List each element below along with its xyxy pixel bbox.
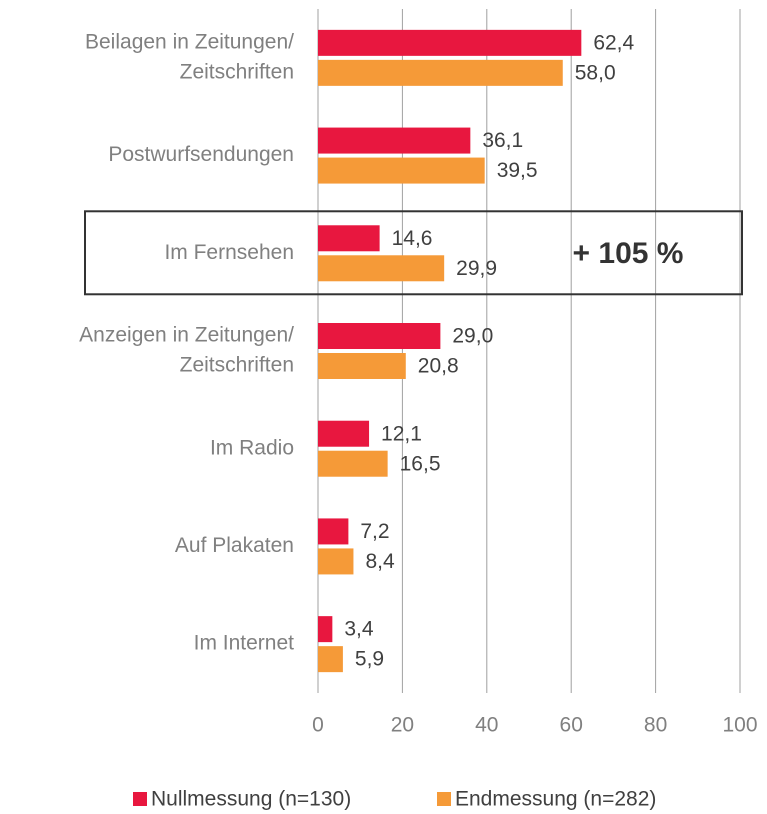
x-tick-label: 40 (475, 714, 498, 737)
legend-label: Nullmessung (n=130) (151, 788, 351, 811)
value-label: 16,5 (400, 452, 441, 475)
bar (318, 127, 471, 154)
legend-swatch (133, 792, 147, 806)
x-tick-label: 100 (722, 714, 757, 737)
legend-label: Endmessung (n=282) (455, 788, 656, 811)
value-label: 36,1 (482, 129, 523, 152)
value-label: 29,0 (452, 325, 493, 348)
value-label: 12,1 (381, 422, 422, 445)
bar (318, 548, 354, 575)
legend-swatch (437, 792, 451, 806)
bar (318, 255, 445, 282)
bar (318, 646, 343, 673)
bar (318, 59, 563, 86)
bar (318, 420, 370, 447)
value-label: 58,0 (575, 61, 616, 84)
y-tick-label: Auf Plakaten (175, 534, 294, 557)
value-label: 20,8 (418, 355, 459, 378)
value-label: 39,5 (497, 159, 538, 182)
value-label: 29,9 (456, 257, 497, 280)
annotation: + 105 % (573, 237, 684, 270)
y-tick-label: Im Radio (210, 436, 294, 459)
y-tick-label: Im Internet (194, 632, 295, 655)
bar (318, 450, 388, 477)
x-tick-label: 80 (644, 714, 667, 737)
value-label: 7,2 (360, 520, 389, 543)
value-label: 14,6 (392, 227, 433, 250)
bar (318, 157, 485, 184)
value-label: 3,4 (344, 618, 374, 641)
value-label: 5,9 (355, 648, 384, 671)
x-tick-label: 20 (391, 714, 414, 737)
x-tick-label: 0 (312, 714, 324, 737)
bar (318, 225, 380, 252)
bar (318, 616, 333, 643)
value-label: 8,4 (365, 550, 395, 573)
bar (318, 518, 349, 545)
y-tick-label: Postwurfsendungen (108, 143, 294, 166)
y-tick-label: Anzeigen in Zeitungen/ (79, 324, 294, 347)
y-tick-label: Zeitschriften (180, 354, 294, 377)
bar (318, 29, 582, 56)
bar (318, 353, 406, 379)
y-tick-label: Beilagen in Zeitungen/ (85, 30, 294, 53)
annotation-box (84, 210, 743, 296)
bar (318, 323, 441, 349)
value-label: 62,4 (593, 31, 634, 54)
y-tick-label: Im Fernsehen (164, 241, 294, 264)
y-tick-label: Zeitschriften (180, 60, 294, 83)
x-tick-label: 60 (560, 714, 583, 737)
